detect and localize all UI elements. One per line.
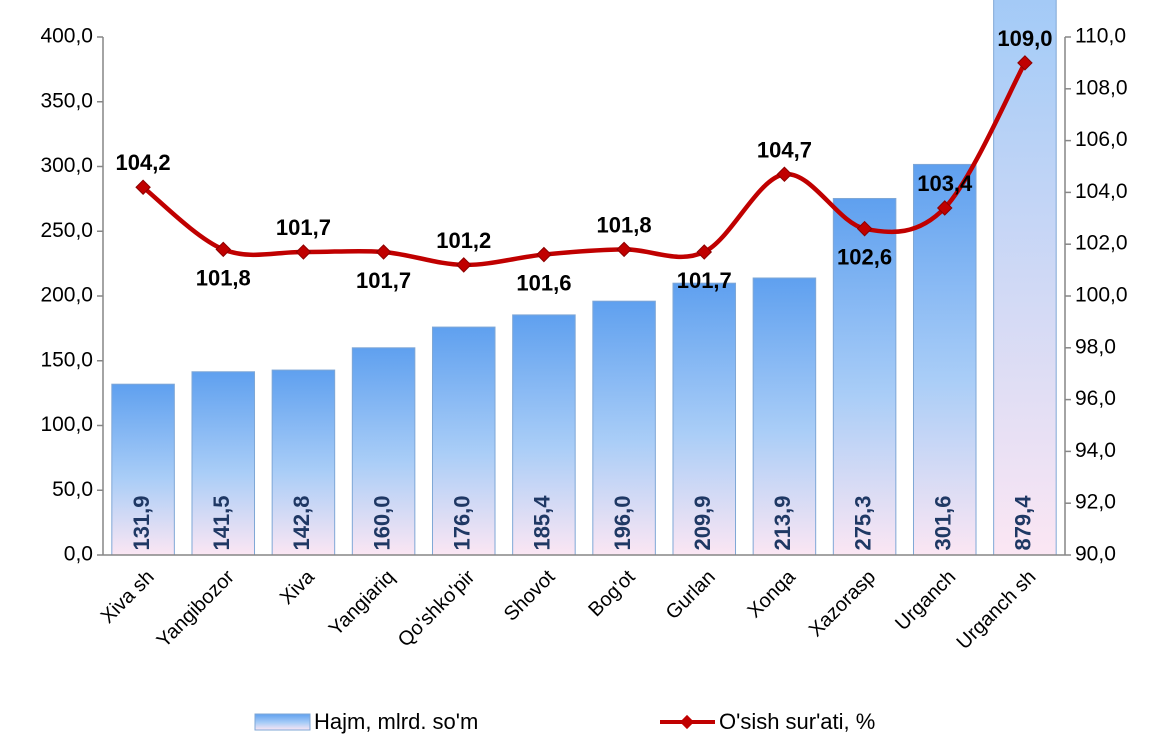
y-tick-label: 200,0: [40, 284, 93, 307]
y2-tick-label: 110,0: [1075, 25, 1126, 48]
legend-marker: [679, 714, 695, 730]
line-marker: [936, 200, 953, 216]
line-marker: [1017, 55, 1033, 71]
bar-value-label: 213,9: [770, 495, 795, 550]
bar: [832, 197, 897, 556]
x-tick-label: Yangiariq: [325, 566, 399, 640]
line-marker: [455, 257, 472, 273]
bar: [351, 347, 416, 556]
bar: [271, 369, 336, 556]
line-value-label: 102,6: [837, 245, 892, 270]
x-tick-label: Gurlan: [662, 566, 720, 624]
x-tick-label: Urganch sh: [953, 566, 1041, 654]
legend: Hajm, mlrd. so'm O'sish sur'ati, %: [254, 709, 875, 734]
y-tick-label: 0,0: [64, 543, 93, 566]
x-tick-label: Xazorasp: [805, 566, 880, 641]
x-tick-label: Xiva: [276, 565, 320, 609]
bar-value-label: 160,0: [369, 495, 394, 550]
x-tick-label: Xonqa: [743, 565, 800, 622]
line-value-label: 104,2: [116, 150, 171, 175]
bar: [431, 326, 496, 556]
y2-tick-label: 94,0: [1075, 439, 1116, 462]
x-tick-label: Urganch: [891, 566, 960, 635]
x-tick-label: Xiva sh: [97, 566, 159, 628]
bar: [512, 314, 576, 556]
line-value-label: 101,7: [356, 268, 411, 293]
line: [141, 61, 1027, 268]
y2-tick-label: 104,0: [1075, 180, 1128, 203]
bar-value-label: 185,4: [530, 495, 555, 551]
y2-tick-label: 100,0: [1075, 284, 1128, 307]
line-value-label: 101,7: [677, 268, 732, 293]
line-marker: [536, 246, 552, 263]
line-value-label: 101,7: [276, 215, 331, 240]
line-value-label: 101,8: [196, 265, 251, 290]
line-value-label: 109,0: [997, 26, 1052, 51]
bar-value-label: 209,9: [690, 495, 715, 550]
bar: [191, 371, 256, 556]
bar-value-label: 141,5: [209, 495, 234, 550]
y2-tick-label: 106,0: [1075, 128, 1128, 151]
x-tick-label: Bog'ot: [584, 566, 640, 622]
bar: [672, 282, 737, 556]
legend-swatch: [254, 713, 311, 731]
line-value-label: 103,4: [917, 171, 973, 196]
y2-tick-label: 108,0: [1075, 76, 1128, 99]
y2-tick-label: 102,0: [1075, 232, 1128, 255]
line-marker: [616, 241, 632, 258]
y-tick-label: 250,0: [40, 219, 93, 242]
bar: [111, 383, 175, 556]
y-tick-label: 300,0: [40, 154, 93, 177]
y-tick-label: 350,0: [40, 89, 93, 112]
bar: [993, 0, 1057, 556]
y2-tick-label: 90,0: [1075, 543, 1116, 566]
line-marker: [856, 220, 873, 237]
bars: [111, 0, 1057, 556]
y2-tick-label: 96,0: [1075, 387, 1116, 410]
line-marker: [295, 244, 312, 260]
bar-value-label: 131,9: [129, 495, 154, 550]
line-value-label: 101,6: [516, 271, 571, 296]
line-value-label: 104,7: [757, 137, 812, 162]
legend-label: Hajm, mlrd. so'm: [314, 709, 478, 734]
line-marker: [135, 179, 151, 195]
x-tick-label: Qo'shko'pir: [394, 566, 480, 652]
line-value-label: 101,8: [597, 212, 652, 237]
y-tick-label: 400,0: [40, 25, 93, 48]
bar-value-label: 275,3: [850, 495, 875, 550]
line-marker: [696, 244, 713, 260]
bar-value-label: 879,4: [1011, 495, 1036, 551]
bar-value-label: 196,0: [610, 495, 635, 550]
bar: [912, 163, 977, 556]
y2-tick-label: 98,0: [1075, 335, 1116, 358]
line-value-label: 101,2: [436, 228, 491, 253]
x-tick-label: Shovot: [500, 566, 560, 626]
line-marker: [375, 244, 392, 260]
x-tick-label: Yangibozor: [153, 566, 239, 652]
line-marker: [776, 166, 793, 183]
y-tick-label: 50,0: [52, 478, 93, 501]
legend-label: O'sish sur'ati, %: [719, 709, 875, 734]
line-marker: [215, 241, 232, 258]
y-tick-label: 100,0: [40, 413, 93, 436]
bar-value-label: 142,8: [289, 495, 314, 550]
bar-value-label: 176,0: [450, 495, 475, 550]
y2-tick-label: 92,0: [1075, 491, 1116, 514]
y-tick-label: 150,0: [40, 348, 93, 371]
bar-value-label: 301,6: [931, 495, 956, 550]
